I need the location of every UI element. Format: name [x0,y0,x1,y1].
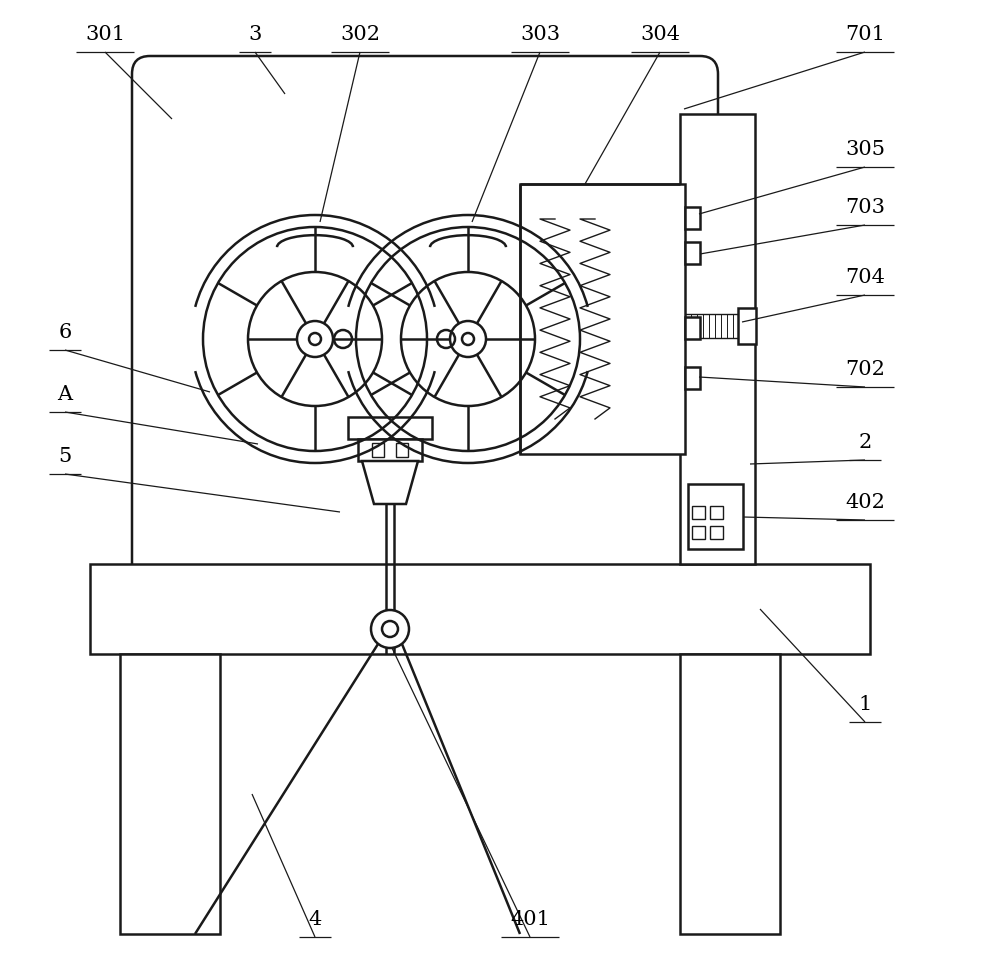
Text: 305: 305 [845,140,885,159]
Text: 1: 1 [858,695,872,714]
Text: 402: 402 [845,493,885,512]
Text: 704: 704 [845,268,885,287]
Text: A: A [57,385,73,404]
Bar [692,506,705,519]
Bar [680,654,780,934]
Bar [396,443,408,457]
Text: 304: 304 [640,25,680,44]
Text: 703: 703 [845,198,885,217]
Bar [358,439,422,461]
Bar [685,207,700,229]
Bar [372,443,384,457]
Text: 301: 301 [85,25,125,44]
Bar [710,526,723,539]
Bar [685,317,700,339]
Text: 5: 5 [58,447,72,466]
Bar [710,506,723,519]
Text: 701: 701 [845,25,885,44]
Circle shape [297,321,333,357]
Text: 401: 401 [510,910,550,929]
Text: 702: 702 [845,360,885,379]
Circle shape [309,333,321,345]
Circle shape [450,321,486,357]
Text: 4: 4 [308,910,322,929]
Text: 2: 2 [858,433,872,452]
Polygon shape [362,461,418,504]
Bar [348,417,432,439]
Text: 6: 6 [58,323,72,342]
Text: 303: 303 [520,25,560,44]
Bar [520,184,685,454]
FancyBboxPatch shape [132,56,718,592]
Bar [692,526,705,539]
Bar [688,484,743,549]
Bar [685,242,700,264]
Text: 302: 302 [340,25,380,44]
Bar [685,367,700,389]
Bar [680,114,755,564]
Circle shape [371,610,409,648]
Bar [120,654,220,934]
Bar [738,308,756,344]
Text: 3: 3 [248,25,262,44]
Circle shape [462,333,474,345]
Bar [90,564,870,654]
